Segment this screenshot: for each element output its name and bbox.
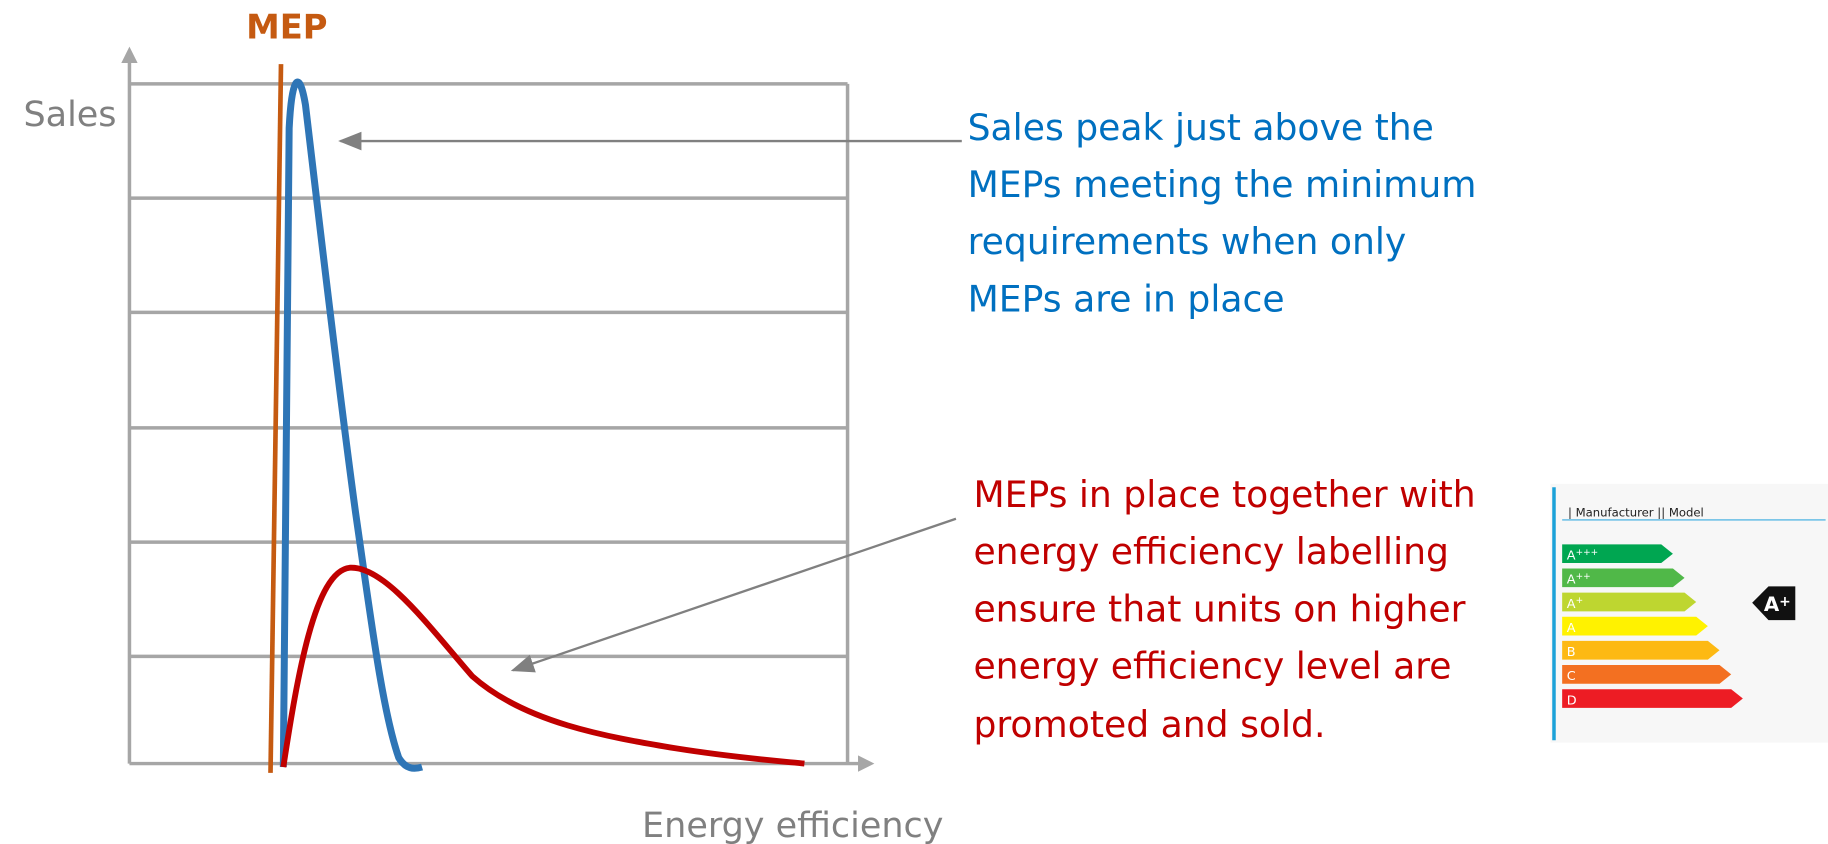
class-label: B bbox=[1567, 645, 1576, 660]
class-letter: A bbox=[1567, 597, 1576, 612]
class-sup: + bbox=[1779, 594, 1791, 610]
class-label: A+ bbox=[1764, 593, 1791, 616]
class-bar bbox=[1562, 689, 1743, 708]
chart-frame bbox=[121, 46, 875, 772]
label-header: | Manufacturer || Model bbox=[1568, 505, 1704, 519]
annotation-line: ensure that units on higher bbox=[973, 587, 1465, 630]
annotation-line: Sales peak just above the bbox=[968, 106, 1434, 149]
annotation-line: promoted and sold. bbox=[973, 703, 1325, 746]
mep-line bbox=[268, 64, 284, 773]
annotation-line: energy efficiency labelling bbox=[973, 530, 1449, 573]
class-letter: A bbox=[1567, 573, 1576, 588]
class-sup: + bbox=[1576, 596, 1584, 606]
class-label: A bbox=[1567, 621, 1576, 636]
annotation-line: MEPs are in place bbox=[968, 277, 1285, 320]
class-bar bbox=[1562, 544, 1673, 564]
class-label: A++ bbox=[1567, 572, 1591, 588]
annotation-line: requirements when only bbox=[968, 220, 1407, 263]
class-letter: B bbox=[1567, 645, 1576, 660]
annotation-line: MEPs in place together with bbox=[973, 473, 1475, 516]
annotation-line: MEPs meeting the minimum bbox=[968, 163, 1477, 206]
class-letter: C bbox=[1567, 669, 1576, 684]
sales-curve-label bbox=[280, 564, 805, 768]
class-letter: A bbox=[1567, 549, 1576, 564]
class-label: A+++ bbox=[1567, 548, 1598, 564]
class-letter: A bbox=[1764, 593, 1780, 616]
annotation-line: energy efficiency level are bbox=[973, 644, 1451, 687]
class-label: C bbox=[1567, 669, 1576, 684]
x-axis-label: Energy efficiency bbox=[642, 806, 943, 844]
class-letter: D bbox=[1567, 693, 1577, 708]
class-bar bbox=[1562, 568, 1685, 588]
class-bar bbox=[1562, 665, 1732, 684]
class-bar bbox=[1562, 592, 1697, 612]
arrow bbox=[510, 517, 957, 673]
annotation-red: MEPs in place together with energy effic… bbox=[973, 473, 1475, 746]
class-sup: ++ bbox=[1576, 572, 1591, 582]
class-bar bbox=[1562, 616, 1708, 636]
mep-label: MEP bbox=[246, 7, 328, 46]
class-bar bbox=[1562, 640, 1720, 660]
sales-curve-mep bbox=[279, 78, 424, 772]
class-letter: A bbox=[1567, 621, 1576, 636]
class-label: D bbox=[1567, 693, 1577, 708]
y-axis-label: Sales bbox=[23, 95, 116, 135]
class-sup: +++ bbox=[1576, 548, 1599, 558]
rating-badge bbox=[1752, 586, 1796, 621]
class-label: A+ bbox=[1567, 596, 1583, 612]
annotation-blue: Sales peak just above the MEPs meeting t… bbox=[968, 106, 1477, 320]
